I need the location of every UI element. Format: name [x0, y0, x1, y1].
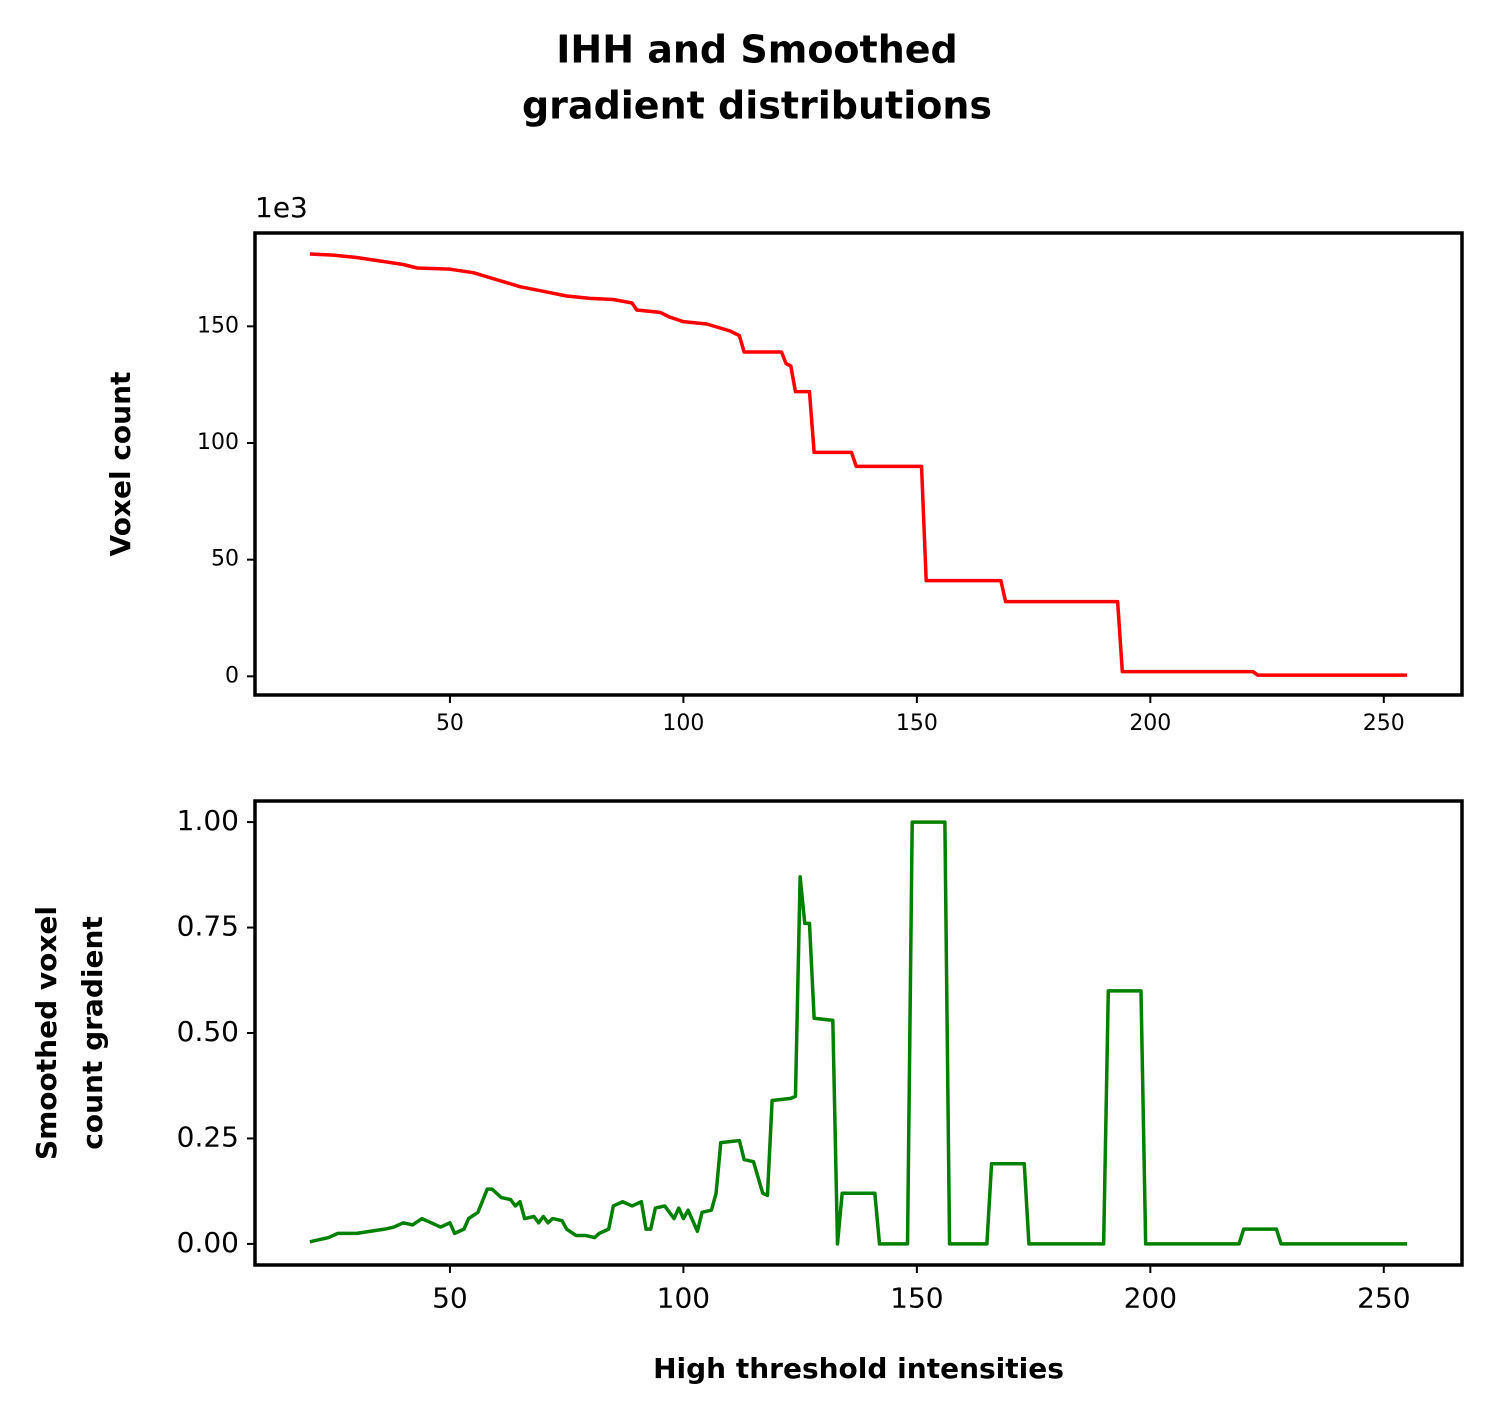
y-tick-label: 0.75: [177, 910, 239, 943]
y-axis-label: count gradient: [76, 916, 109, 1150]
figure-title: IHH and Smoothed: [556, 28, 957, 72]
x-tick-label: 100: [657, 1282, 710, 1315]
y-tick-label: 0: [225, 663, 239, 688]
x-tick-label: 250: [1363, 711, 1405, 736]
x-tick-label: 150: [890, 1282, 943, 1315]
data-line: [309, 252, 1408, 677]
y-tick-label: 0.50: [177, 1015, 239, 1048]
y-axis-label: Smoothed voxel: [30, 906, 63, 1160]
y-tick-label: 0.25: [177, 1120, 239, 1153]
axes-frame: [253, 799, 1464, 1267]
x-tick-label: 200: [1129, 711, 1171, 736]
y-offset-label: 1e3: [255, 191, 308, 224]
y-tick-label: 100: [197, 430, 239, 455]
x-tick-label: 50: [436, 711, 464, 736]
y-tick-label: 1.00: [177, 804, 239, 837]
y-tick-label: 0.00: [177, 1226, 239, 1259]
y-tick-label: 50: [211, 547, 239, 572]
axes-frame: [253, 231, 1464, 697]
figure-title: gradient distributions: [522, 84, 992, 128]
x-tick-label: 200: [1124, 1282, 1177, 1315]
y-tick-label: 150: [197, 313, 239, 338]
x-tick-label: 50: [432, 1282, 468, 1315]
data-line: [309, 820, 1408, 1246]
x-tick-label: 150: [896, 711, 938, 736]
x-axis-label: High threshold intensities: [653, 1352, 1064, 1385]
y-axis-label: Voxel count: [104, 372, 137, 557]
x-tick-label: 100: [662, 711, 704, 736]
x-tick-label: 250: [1357, 1282, 1410, 1315]
